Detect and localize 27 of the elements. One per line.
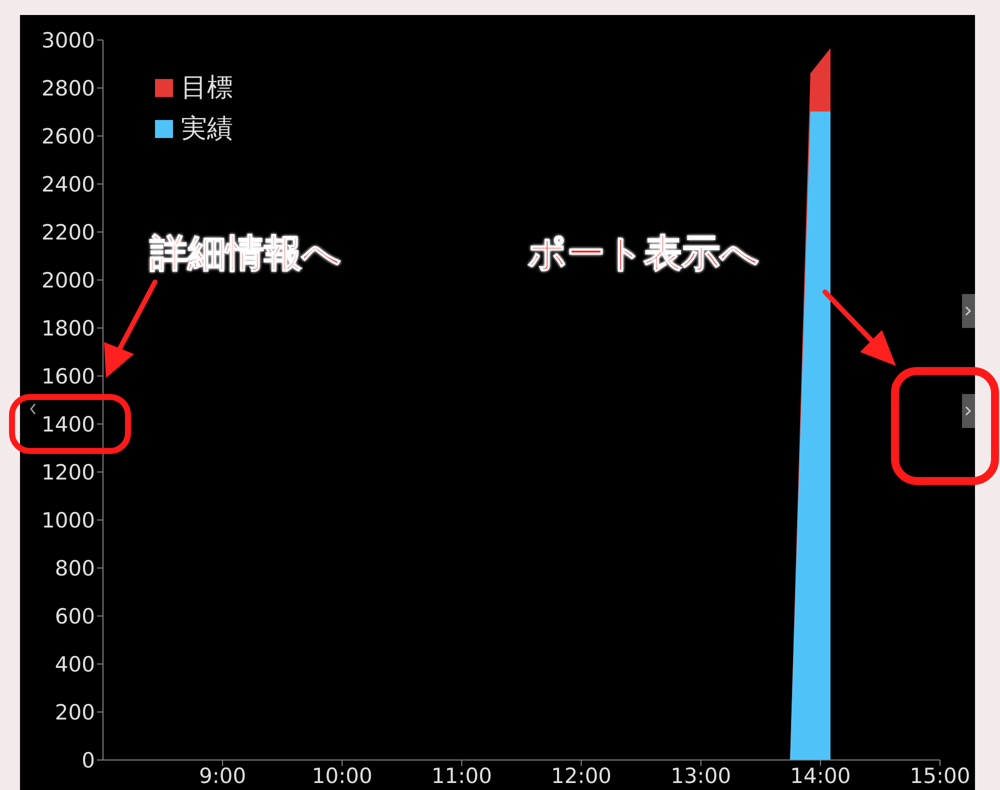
y-tick-label: 3000 [42,28,95,52]
y-tick-label: 1200 [42,460,95,484]
legend-label: 実績 [181,113,233,146]
y-tick-label: 0 [82,748,95,772]
y-tick-label: 1000 [42,508,95,532]
y-tick-label: 1800 [42,316,95,340]
y-tick-label: 2800 [42,76,95,100]
x-tick-label: 15:00 [910,764,970,788]
x-tick-label: 11:00 [431,764,492,788]
x-tick-label: 13:00 [670,764,732,788]
x-tick-label: 10:00 [312,764,372,788]
y-tick-label: 1400 [42,412,95,436]
y-tick-label: 2000 [42,268,95,292]
y-tick-label: 200 [54,700,95,724]
annotation: ポート表示へ [528,230,759,277]
y-tick-label: 2200 [42,220,95,244]
y-tick-label: 2600 [42,124,95,148]
legend-label: 目標 [181,72,233,105]
x-tick-label: 14:00 [790,764,851,788]
y-tick-label: 800 [54,556,95,580]
y-tick-label: 2400 [42,172,95,196]
y-tick-label: 600 [54,604,95,628]
y-tick-label: 400 [54,652,95,676]
y-tick-label: 1600 [42,364,95,388]
x-tick-label: 12:00 [551,764,612,788]
x-tick-label: 9:00 [198,764,246,788]
annotation: 詳細情報へ [150,230,341,277]
